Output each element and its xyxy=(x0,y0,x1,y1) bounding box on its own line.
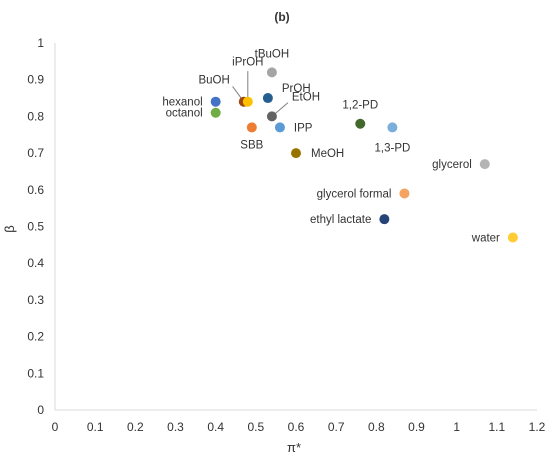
x-tick-label: 0.7 xyxy=(328,420,345,434)
x-tick-label: 0.5 xyxy=(247,420,264,434)
panel-label: (b) xyxy=(274,10,289,24)
point-proh xyxy=(262,93,273,104)
y-tick-label: 0.6 xyxy=(27,183,44,197)
y-tick-label: 0.5 xyxy=(27,220,44,234)
x-tick-label: 0.3 xyxy=(167,420,184,434)
point-label-glycerol: glycerol xyxy=(432,159,472,171)
point-label-etoh: EtOH xyxy=(292,91,320,103)
x-tick-label: 0.6 xyxy=(288,420,305,434)
y-axis-title: β xyxy=(2,225,17,232)
point-tbuoh xyxy=(266,67,277,78)
point-1-3-pd xyxy=(387,122,398,133)
point-label-tbuoh: tBuOH xyxy=(255,48,290,60)
point-glycerol xyxy=(479,159,490,170)
point-sbb xyxy=(246,122,257,133)
point-label-1-2-pd: 1,2-PD xyxy=(342,100,378,112)
point-label-octanol: octanol xyxy=(166,108,203,120)
point-label-ipp: IPP xyxy=(294,122,313,134)
x-tick-label: 0.9 xyxy=(408,420,425,434)
x-tick-label: 0.1 xyxy=(87,420,104,434)
point-label-iproh: iPrOH xyxy=(232,57,263,69)
y-tick-label: 0.3 xyxy=(27,293,44,307)
data-points xyxy=(210,67,518,243)
point-iproh xyxy=(242,96,253,107)
y-tick-label: 0 xyxy=(37,403,44,417)
axes xyxy=(54,43,537,411)
point-etoh xyxy=(266,111,277,122)
x-tick-label: 0.8 xyxy=(368,420,385,434)
x-tick-label: 1.2 xyxy=(529,420,546,434)
point-label-glycerol-formal: glycerol formal xyxy=(317,188,392,200)
y-tick-label: 0.4 xyxy=(27,256,44,270)
y-tick-label: 0.2 xyxy=(27,330,44,344)
point-label-buoh: BuOH xyxy=(198,75,229,87)
y-tick-label: 0.9 xyxy=(27,73,44,87)
point-glycerol-formal xyxy=(399,188,410,199)
x-tick-label: 0 xyxy=(52,420,59,434)
x-tick-label: 0.2 xyxy=(127,420,144,434)
point-1-2-pd xyxy=(355,118,366,129)
point-label-hexanol: hexanol xyxy=(162,97,202,109)
y-tick-label: 0.8 xyxy=(27,109,44,123)
y-tick-label: 0.1 xyxy=(27,366,44,380)
x-axis-title: π* xyxy=(287,440,301,455)
point-label-proh: PrOH xyxy=(282,83,311,95)
point-label-sbb: SBB xyxy=(240,139,263,151)
x-tick-label: 0.4 xyxy=(207,420,224,434)
point-label-ethyl-lactate: ethyl lactate xyxy=(310,214,371,226)
point-water xyxy=(507,232,518,243)
point-hexanol xyxy=(210,96,221,107)
point-meoh xyxy=(291,148,301,159)
point-ethyl-lactate xyxy=(379,214,390,225)
x-tick-label: 1 xyxy=(453,420,460,434)
y-tick-label: 0.7 xyxy=(27,146,44,160)
x-tick-label: 1.1 xyxy=(488,420,505,434)
leader-lines xyxy=(232,71,289,117)
point-label-meoh: MeOH xyxy=(311,148,344,160)
y-tick-labels: 0 0.1 0.2 0.3 0.4 0.5 0.6 0.7 0.8 0.9 1 xyxy=(27,36,44,417)
point-ipp xyxy=(274,122,285,133)
point-label-water: water xyxy=(471,233,500,245)
y-tick-label: 1 xyxy=(37,36,44,50)
point-label-1-3-pd: 1,3-PD xyxy=(375,142,411,154)
point-octanol xyxy=(210,107,221,118)
x-tick-labels: 0 0.1 0.2 0.3 0.4 0.5 0.6 0.7 0.8 0.9 1 1.1 1.2 xyxy=(52,420,546,434)
